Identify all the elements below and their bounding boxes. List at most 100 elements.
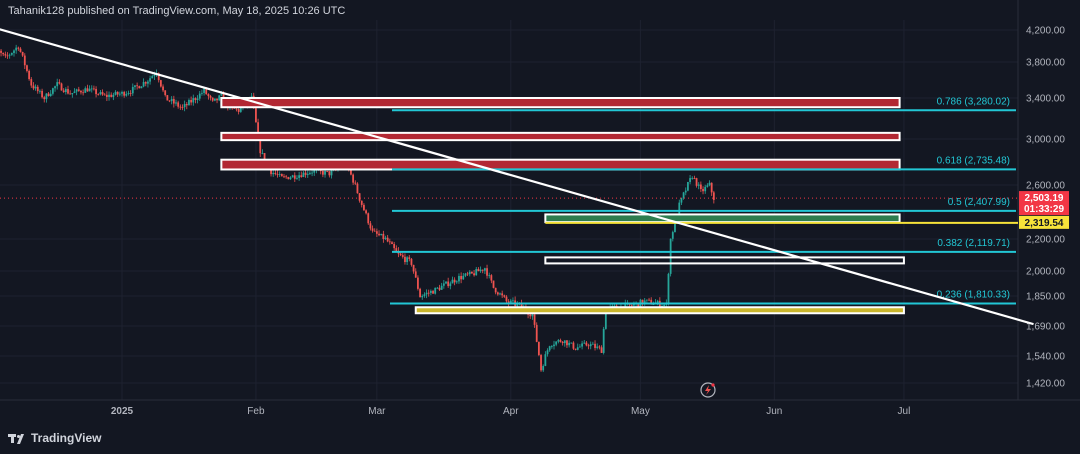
candle-body xyxy=(151,76,154,79)
candle-body xyxy=(220,93,223,96)
candle-body xyxy=(144,82,147,84)
candle-body xyxy=(172,99,175,104)
zone-yellow[interactable] xyxy=(414,306,905,315)
fib-levels: 0.786 (3,280.02) 0.618 (2,735.48) 0.5 (2,4… xyxy=(0,96,1018,305)
candle-body xyxy=(196,98,199,100)
candle-body xyxy=(417,277,419,289)
candle-body xyxy=(382,233,385,239)
candle-body xyxy=(637,302,640,307)
candle-body xyxy=(259,133,262,154)
candle-body xyxy=(121,91,123,94)
fib-label: 0.236 (1,810.33) xyxy=(937,289,1010,300)
candle-body xyxy=(425,292,428,295)
candle-body xyxy=(45,93,48,100)
candle-body xyxy=(97,94,100,95)
tradingview-footer[interactable]: TradingView xyxy=(8,431,101,445)
lightning-icon[interactable] xyxy=(700,382,716,398)
candle-body xyxy=(159,80,162,87)
candle-body xyxy=(393,244,396,249)
fib-label: 0.786 (3,280.02) xyxy=(937,96,1010,107)
candle-body xyxy=(168,100,171,102)
candle-body xyxy=(71,93,74,95)
candle-body xyxy=(399,253,402,256)
candle-body xyxy=(21,51,24,56)
candle-body xyxy=(41,90,43,98)
candle-body xyxy=(537,341,540,356)
y-tick-label: 1,850.00 xyxy=(1026,292,1065,303)
candle-body xyxy=(516,303,519,306)
fib-label: 0.618 (2,735.48) xyxy=(937,155,1010,166)
candle-body xyxy=(149,78,151,82)
candle-body xyxy=(188,99,190,106)
candle-body xyxy=(373,230,376,232)
candle-body xyxy=(667,273,670,304)
zone-green[interactable] xyxy=(544,213,901,224)
candle-body xyxy=(19,48,22,52)
candle-body xyxy=(311,172,313,174)
candle-body xyxy=(84,88,87,93)
candle-body xyxy=(579,346,581,348)
candle-body xyxy=(419,288,421,298)
candle-body xyxy=(56,82,59,87)
candle-body xyxy=(88,88,91,92)
candle-body xyxy=(54,86,56,89)
candle-body xyxy=(570,342,573,344)
candle-body xyxy=(473,273,475,276)
current-price-value: 2,503.19 xyxy=(1025,193,1064,204)
candle-body xyxy=(680,197,683,203)
candle-body xyxy=(546,350,549,355)
candle-body xyxy=(237,109,240,112)
candle-body xyxy=(255,108,257,123)
candle-body xyxy=(663,304,666,307)
candle-body xyxy=(13,50,15,54)
candle-body xyxy=(708,182,711,186)
candle-body xyxy=(414,271,417,278)
candle-body xyxy=(585,342,588,346)
y-tick-label: 2,000.00 xyxy=(1026,267,1065,278)
x-tick-label: 2025 xyxy=(111,406,134,417)
candle-body xyxy=(64,89,67,93)
candle-body xyxy=(630,304,633,306)
candle-body xyxy=(671,232,674,239)
candle-body xyxy=(466,273,469,275)
candle-body xyxy=(207,94,210,97)
candle-body xyxy=(201,92,203,94)
candle-body xyxy=(112,94,115,97)
y-tick-label: 2,600.00 xyxy=(1026,181,1065,192)
candle-body xyxy=(682,192,685,198)
candle-body xyxy=(47,93,50,97)
candle-body xyxy=(261,153,264,154)
zone-none[interactable] xyxy=(544,256,905,265)
candle-body xyxy=(110,94,113,97)
candle-body xyxy=(93,88,95,90)
candle-body xyxy=(60,83,63,91)
zone-red[interactable] xyxy=(220,97,901,109)
candle-body xyxy=(114,91,117,95)
fib-label: 0.382 (2,119.71) xyxy=(937,238,1010,249)
candle-body xyxy=(125,93,128,96)
current-price-countdown: 01:33:29 xyxy=(1024,204,1064,215)
candle-body xyxy=(287,177,290,180)
candle-body xyxy=(36,86,39,92)
zone-red[interactable] xyxy=(220,158,901,171)
candle-body xyxy=(270,170,272,175)
candle-body xyxy=(386,237,389,242)
candle-body xyxy=(15,47,18,51)
candle-body xyxy=(367,213,370,224)
candle-body xyxy=(2,52,5,55)
candle-body xyxy=(185,104,188,106)
candle-body xyxy=(8,54,11,56)
candle-body xyxy=(99,92,102,95)
y-tick-label: 1,690.00 xyxy=(1026,322,1065,333)
candle-body xyxy=(67,89,69,94)
zone-red[interactable] xyxy=(220,131,901,142)
candle-body xyxy=(350,169,352,175)
candle-body xyxy=(360,200,363,205)
candle-body xyxy=(164,90,167,96)
candle-body xyxy=(330,170,333,176)
candle-body xyxy=(179,106,182,108)
trendline[interactable] xyxy=(0,26,1034,326)
x-tick-label: Feb xyxy=(247,406,265,417)
candle-body xyxy=(157,73,160,81)
